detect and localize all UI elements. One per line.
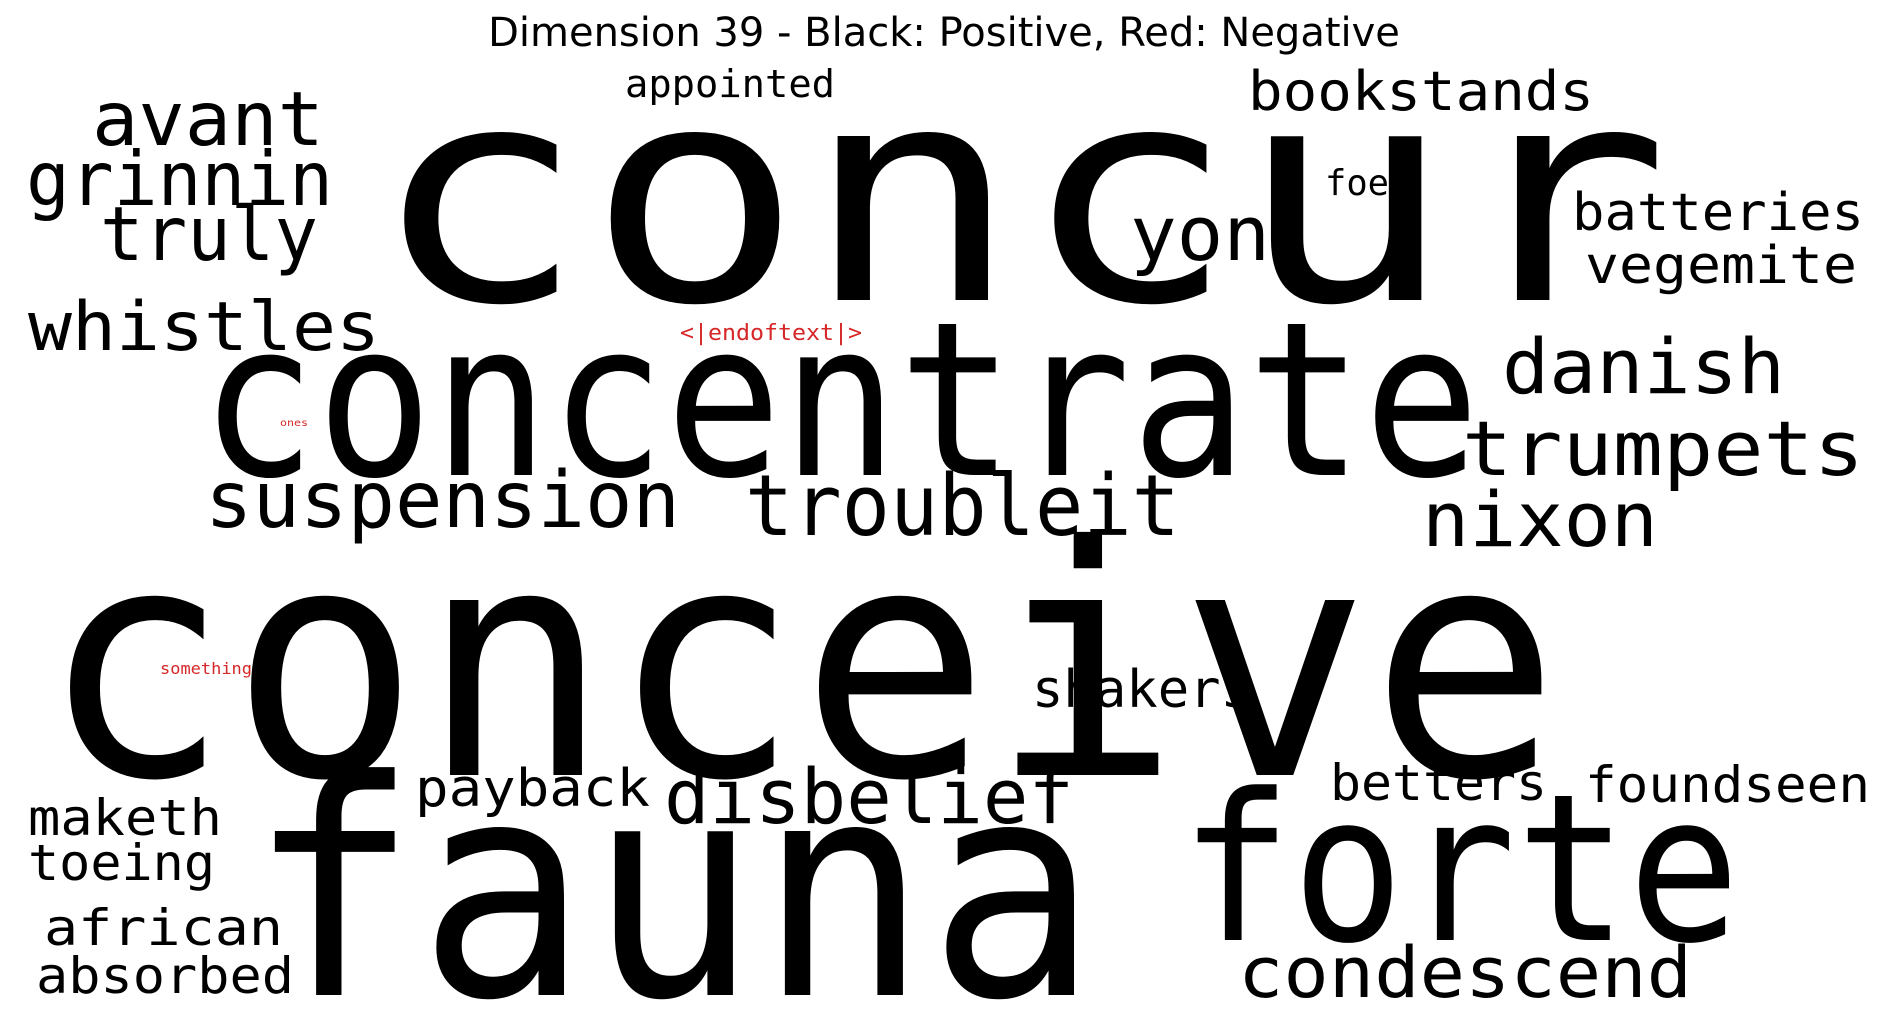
word-danish: danish (1502, 322, 1785, 411)
word-concur: concur (370, 22, 1670, 371)
word-bookstands: bookstands (1248, 60, 1594, 123)
word-betters: betters (1330, 754, 1547, 812)
word-something: something (160, 659, 252, 678)
word-endoftext: <|endoftext|> (680, 321, 862, 346)
word-foe: foe (1325, 163, 1389, 204)
word-ones: ones (280, 418, 308, 429)
word-batteries: batteries (1572, 183, 1864, 243)
word-maketh: maketh (28, 789, 222, 847)
word-disbelief: disbelief (664, 752, 1074, 841)
word-nixon: nixon (1422, 475, 1658, 564)
word-truly: truly (100, 190, 318, 278)
figure-title: Dimension 39 - Black: Positive, Red: Neg… (488, 10, 1400, 56)
word-shakers: shakers (1032, 660, 1252, 720)
word-troubleit: troubleit (745, 457, 1180, 556)
word-absorbed: absorbed (36, 947, 294, 1005)
word-payback: payback (415, 759, 650, 819)
word-conceive: conceive (40, 479, 1560, 851)
word-grinnin: grinnin (26, 135, 333, 223)
word-forte: forte (1180, 751, 1740, 989)
word-whistles: whistles (28, 288, 380, 367)
word-trumpets: trumpets (1462, 404, 1864, 493)
word-toeing: toeing (28, 834, 215, 892)
word-avant: avant (92, 75, 324, 163)
word-condescend: condescend (1238, 932, 1692, 1010)
word-foundseen: foundseen (1585, 756, 1870, 814)
word-african: african (44, 899, 283, 957)
word-vegemite: vegemite (1585, 236, 1857, 296)
word-suspension: suspension (205, 456, 680, 546)
word-yon: yon (1130, 189, 1270, 278)
word-fauna: fauna (248, 717, 1098, 1010)
word-concentrate: concentrate (200, 275, 1480, 526)
word-appointed: appointed (625, 62, 835, 106)
